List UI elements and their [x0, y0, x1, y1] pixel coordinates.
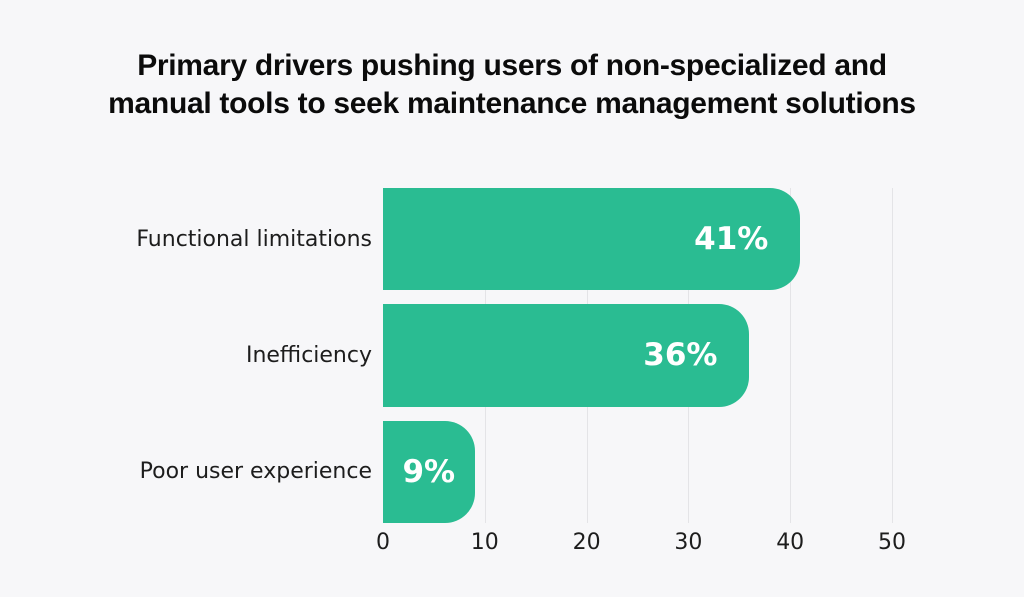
x-tick-label: 40: [776, 530, 805, 555]
bar-row: 9%: [383, 420, 892, 523]
gridline: [790, 188, 792, 523]
x-axis-ticks: 0 10 20 30 40 50: [376, 530, 906, 560]
bar-inefficiency: 36%: [383, 304, 750, 407]
x-tick-label: 30: [674, 530, 703, 555]
chart-title-line-2: manual tools to seek maintenance managem…: [108, 87, 916, 120]
bar-poor-user-experience: 9%: [383, 420, 475, 523]
category-label-functional-limitations: Functional limitations: [136, 226, 372, 252]
category-label-inefficiency: Inefficiency: [245, 342, 372, 368]
category-label-poor-user-experience: Poor user experience: [139, 459, 372, 485]
x-tick-label: 0: [376, 530, 390, 555]
category-row: Inefficiency: [0, 304, 372, 406]
x-tick-label: 10: [470, 530, 499, 555]
bar-row: 41%: [383, 188, 892, 291]
category-row: Poor user experience: [0, 421, 372, 523]
bars: 41% 36% 9%: [383, 188, 892, 523]
x-tick-label: 20: [572, 530, 601, 555]
x-tick-label: 50: [878, 530, 906, 555]
category-row: Functional limitations: [0, 188, 372, 290]
bar-value-label: 36%: [643, 337, 718, 374]
chart-title-line-1: Primary drivers pushing users of non-spe…: [137, 49, 887, 82]
bar-value-label: 9%: [402, 453, 456, 490]
bar-value-label: 41%: [694, 221, 769, 258]
bar-row: 36%: [383, 304, 892, 407]
category-axis: Functional limitations Inefficiency Poor…: [0, 188, 372, 523]
bar-functional-limitations: 41%: [383, 188, 801, 291]
chart-title: Primary drivers pushing users of non-spe…: [0, 47, 1024, 123]
plot-area: 41% 36% 9%: [383, 188, 893, 523]
gridline: [892, 188, 893, 523]
